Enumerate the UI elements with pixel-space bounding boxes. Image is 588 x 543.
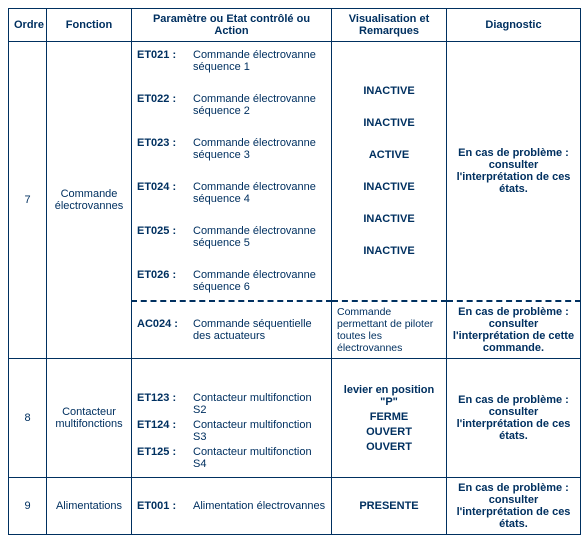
params-7: ET021 :Commande électrovanne séquence 1 … (132, 42, 332, 302)
visu-value: ACTIVE (337, 149, 441, 161)
ordre-8: 8 (9, 359, 47, 478)
diag-text: En cas de problème : consulter l'interpr… (457, 482, 571, 530)
param-code: ET024 : (137, 181, 187, 193)
visu-value: INACTIVE (337, 245, 441, 257)
params-8: ET123 : Contacteur multifonction S2 ET124… (132, 359, 332, 478)
table-row: 7 Commande électrovannes ET021 :Commande… (9, 42, 581, 302)
visu-value: FERME (337, 411, 441, 423)
param-code: ET123 : (137, 392, 187, 404)
param-code: ET124 : (137, 419, 187, 431)
diag-text: En cas de problème : consulter l'interpr… (453, 306, 574, 354)
diag-text: En cas de problème : consulter l'interpr… (457, 394, 571, 442)
param-code: ET021 : (137, 49, 187, 61)
param-label: Commande électrovanne séquence 3 (193, 137, 326, 161)
param-code: ET001 : (137, 500, 187, 512)
table-header-row: Ordre Fonction Paramètre ou Etat contrôl… (9, 9, 581, 42)
visu-header: levier en position "P" (337, 384, 441, 408)
fonction-7: Commande électrovannes (47, 42, 132, 359)
param-code: AC024 : (137, 318, 187, 330)
diag-8: En cas de problème : consulter l'interpr… (447, 359, 581, 478)
param-label: Contacteur multifonction S4 (193, 446, 326, 470)
param-label: Commande électrovanne séquence 5 (193, 225, 326, 249)
visu-7-ac: Commande permettant de piloter toutes le… (332, 301, 447, 359)
params-7-ac: AC024 : Commande séquentielle des actuate… (132, 301, 332, 359)
param-label: Commande séquentielle des actuateurs (193, 318, 326, 342)
visu-value: PRESENTE (337, 500, 441, 512)
col-ordre: Ordre (9, 9, 47, 42)
diagnostic-table: Ordre Fonction Paramètre ou Etat contrôl… (8, 8, 581, 535)
visu-value: INACTIVE (337, 117, 441, 129)
col-diag: Diagnostic (447, 9, 581, 42)
ordre-7: 7 (9, 42, 47, 359)
visu-value: INACTIVE (337, 85, 441, 97)
visu-value: OUVERT (337, 441, 441, 453)
param-code: ET125 : (137, 446, 187, 458)
visu-value: INACTIVE (337, 213, 441, 225)
params-9: ET001 : Alimentation électrovannes (132, 478, 332, 535)
diag-7-ac: En cas de problème : consulter l'interpr… (447, 301, 581, 359)
param-label: Commande électrovanne séquence 1 (193, 49, 326, 73)
param-code: ET025 : (137, 225, 187, 237)
col-visu: Visualisation et Remarques (332, 9, 447, 42)
ordre-9: 9 (9, 478, 47, 535)
visu-value: INACTIVE (337, 181, 441, 193)
param-label: Commande électrovanne séquence 2 (193, 93, 326, 117)
param-code: ET022 : (137, 93, 187, 105)
col-fonction: Fonction (47, 9, 132, 42)
visu-9: PRESENTE (332, 478, 447, 535)
col-param: Paramètre ou Etat contrôlé ou Action (132, 9, 332, 42)
param-label: Contacteur multifonction S3 (193, 419, 326, 443)
param-label: Commande électrovanne séquence 6 (193, 269, 326, 293)
fonction-9: Alimentations (47, 478, 132, 535)
param-label: Alimentation électrovannes (193, 500, 326, 512)
table-row: 9 Alimentations ET001 : Alimentation élec… (9, 478, 581, 535)
param-label: Commande électrovanne séquence 4 (193, 181, 326, 205)
param-code: ET026 : (137, 269, 187, 281)
diag-text: En cas de problème : consulter l'interpr… (457, 147, 571, 195)
fonction-8: Contacteur multifonctions (47, 359, 132, 478)
visu-value: OUVERT (337, 426, 441, 438)
visu-8: levier en position "P" FERME OUVERT OUVE… (332, 359, 447, 478)
param-label: Contacteur multifonction S2 (193, 392, 326, 416)
diag-7: En cas de problème : consulter l'interpr… (447, 42, 581, 302)
param-code: ET023 : (137, 137, 187, 149)
visu-7: INACTIVE INACTIVE ACTIVE INACTIVE INACTI… (332, 42, 447, 302)
table-row: 8 Contacteur multifonctions ET123 : Conta… (9, 359, 581, 478)
diag-9: En cas de problème : consulter l'interpr… (447, 478, 581, 535)
